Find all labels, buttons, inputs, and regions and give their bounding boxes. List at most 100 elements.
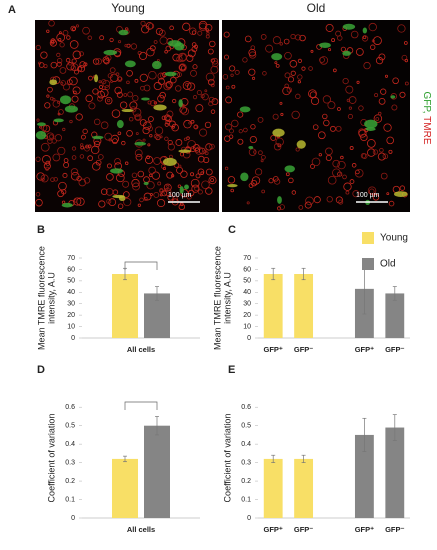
cell xyxy=(380,172,388,180)
cell xyxy=(197,30,203,36)
y-tick-label: 0.6 xyxy=(241,404,251,411)
cell xyxy=(49,134,54,139)
cell xyxy=(52,100,60,108)
cell xyxy=(297,58,302,63)
cell xyxy=(69,119,73,124)
cell xyxy=(375,56,384,65)
cell xyxy=(258,150,263,156)
cell xyxy=(102,80,111,88)
cell xyxy=(161,115,167,121)
cell xyxy=(370,44,376,50)
panel-label: A xyxy=(8,4,16,16)
cell xyxy=(225,123,233,131)
cell xyxy=(70,168,79,176)
cell xyxy=(238,129,243,134)
cell xyxy=(284,83,289,89)
cell xyxy=(273,178,281,185)
cell xyxy=(49,39,57,47)
cell xyxy=(377,152,386,161)
cell xyxy=(77,66,83,72)
cell xyxy=(196,90,202,96)
cell xyxy=(212,60,219,68)
cell xyxy=(330,125,336,132)
cell xyxy=(178,149,191,153)
cell xyxy=(53,177,58,182)
cell xyxy=(231,84,236,89)
cell xyxy=(67,79,73,85)
y-tick-label: 20 xyxy=(243,312,251,319)
cell xyxy=(240,172,249,182)
cell xyxy=(337,107,341,111)
cell xyxy=(132,95,139,102)
y-tick-label: 10 xyxy=(67,323,75,330)
panel-label: B xyxy=(37,224,45,236)
cell xyxy=(106,163,112,169)
cell xyxy=(147,116,154,122)
cell xyxy=(48,20,55,27)
cell xyxy=(205,34,210,39)
cell xyxy=(229,65,236,72)
cell xyxy=(378,97,386,105)
cell xyxy=(85,94,93,103)
cell xyxy=(355,48,364,56)
cell xyxy=(284,51,292,60)
cell xyxy=(62,172,68,178)
cell xyxy=(209,40,216,48)
cell xyxy=(92,135,104,140)
cell xyxy=(40,51,48,59)
cell xyxy=(87,35,93,41)
cell xyxy=(227,184,238,188)
cell xyxy=(171,125,175,129)
cell xyxy=(362,35,367,40)
cell xyxy=(284,165,295,173)
cell xyxy=(335,196,343,204)
cell xyxy=(195,173,201,179)
cell xyxy=(360,133,368,142)
cell xyxy=(104,96,113,105)
legend-label: Old xyxy=(380,259,396,270)
cell xyxy=(164,114,171,122)
cell xyxy=(210,58,216,63)
cell xyxy=(277,206,282,211)
cell xyxy=(172,53,181,62)
cell xyxy=(110,168,124,174)
y-tick-label: 0.2 xyxy=(241,478,251,485)
x-tick-label: GFP⁻ xyxy=(294,345,313,354)
cell xyxy=(342,174,347,180)
cell xyxy=(104,132,113,141)
cell xyxy=(209,143,215,150)
cell xyxy=(199,128,208,137)
cell xyxy=(291,190,297,195)
cell xyxy=(167,194,174,201)
cell xyxy=(66,62,75,71)
cell xyxy=(71,155,77,160)
cell xyxy=(169,25,174,31)
cell xyxy=(124,27,129,31)
cell xyxy=(110,80,114,83)
cell xyxy=(180,170,188,178)
cell xyxy=(311,157,321,167)
cell xyxy=(35,156,41,162)
cell xyxy=(109,37,114,43)
cell xyxy=(126,80,130,85)
cell xyxy=(178,53,187,62)
cell xyxy=(404,81,409,86)
cell xyxy=(222,74,229,80)
cell xyxy=(70,65,76,71)
cell xyxy=(319,56,325,63)
cell xyxy=(179,64,186,71)
cell xyxy=(126,69,133,77)
cell xyxy=(98,80,102,84)
cell xyxy=(143,196,148,201)
cell xyxy=(71,146,77,151)
stain: TMRE xyxy=(421,116,432,145)
cell xyxy=(137,203,141,207)
cell xyxy=(275,137,284,147)
bar xyxy=(294,274,314,338)
cell xyxy=(159,36,168,45)
cell xyxy=(309,91,317,99)
cell xyxy=(211,57,219,65)
cell xyxy=(35,198,43,207)
cell xyxy=(88,75,93,81)
